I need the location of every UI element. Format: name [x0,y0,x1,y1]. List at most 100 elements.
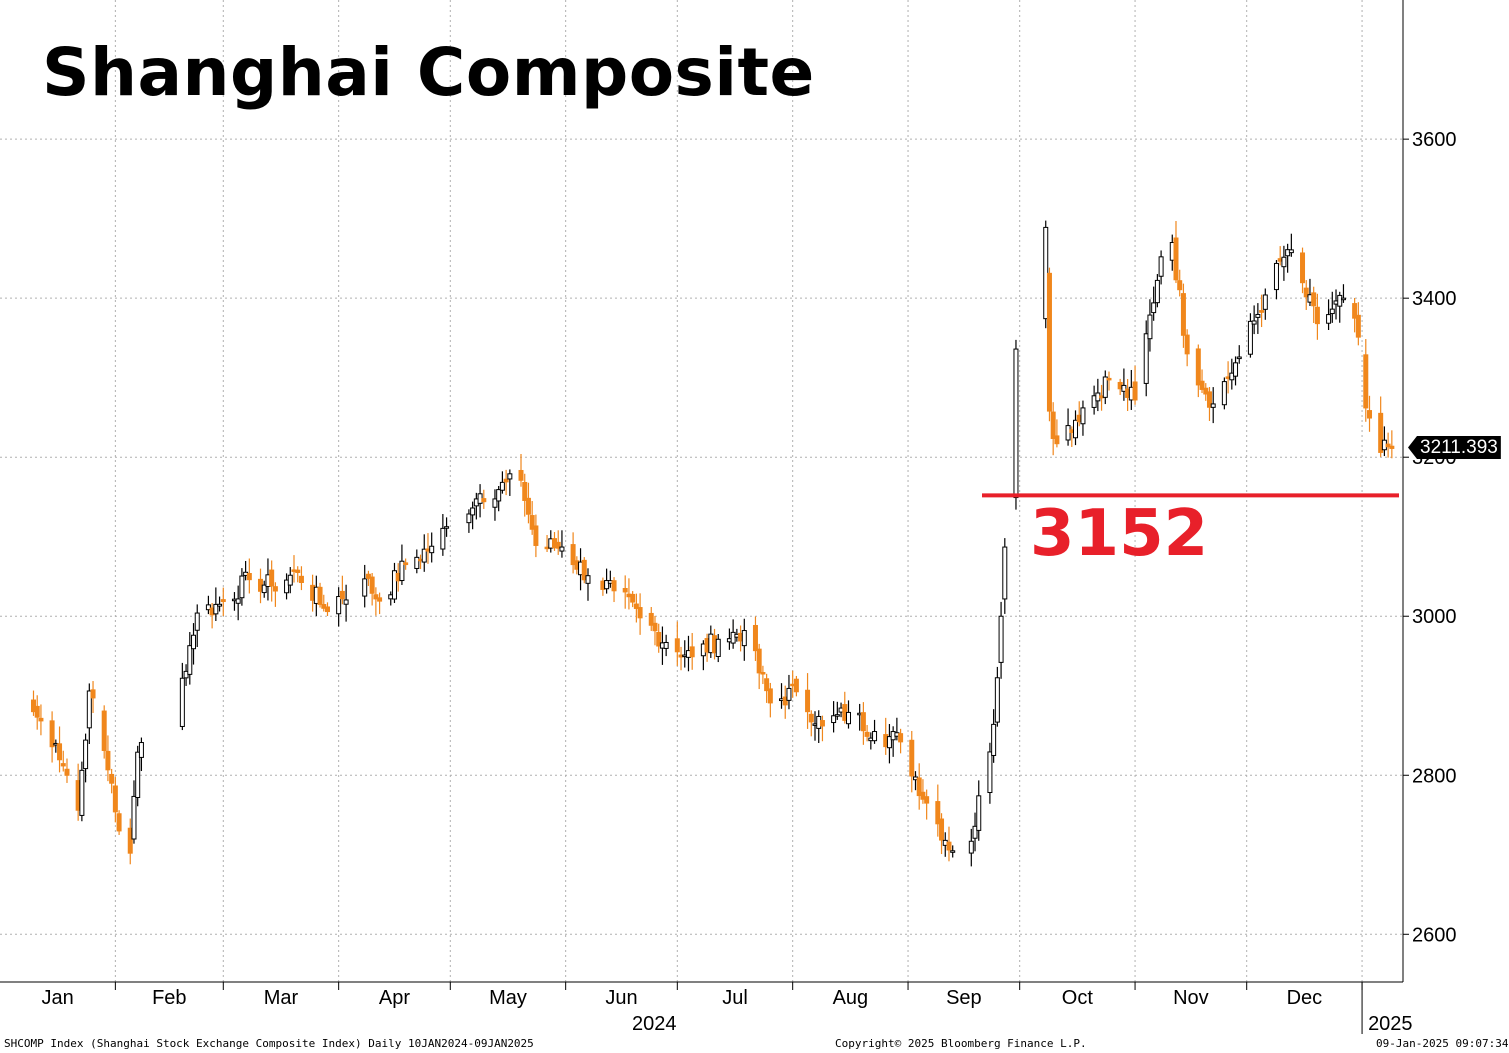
x-month-label: Jan [42,987,74,1009]
x-month-label: Jul [722,987,748,1009]
candle-body [585,575,591,584]
candle-body [1184,334,1190,355]
candle [1363,339,1369,422]
candle [1080,400,1086,436]
candle-body [101,710,107,751]
candle [819,715,825,742]
candle [1255,303,1261,334]
candle-body [656,631,662,647]
candle [481,489,487,509]
candle [656,623,662,653]
candle-body [522,481,528,501]
candle [1173,221,1179,284]
candle-body [652,622,658,632]
candle-body [362,578,368,597]
candle-body [83,739,89,770]
candle-body [1221,381,1227,406]
candle-body [1367,410,1373,419]
candle [533,514,539,558]
candle-body [272,586,278,592]
candle-body [976,795,982,831]
candle-body [872,731,878,742]
candle-body [1281,256,1287,268]
candle-body [373,594,379,600]
candle [522,473,528,517]
candle-body [950,850,956,853]
candle [752,616,758,661]
candle [1154,274,1160,308]
candle [730,619,736,649]
candle [57,726,63,773]
candle [269,560,275,602]
chart-title: Shanghai Composite [42,34,815,111]
candle-body [217,603,223,607]
candle-body [1236,356,1242,360]
candle-body [1203,387,1209,395]
candle [950,845,956,858]
candle [1340,284,1346,303]
candle-body [1355,314,1361,338]
candle [793,675,799,697]
candle-body [127,827,133,854]
candle-body [1329,308,1335,315]
candle [1251,305,1257,335]
candle [1195,344,1201,398]
candle-body [1106,377,1112,381]
candle-body [30,699,36,713]
candle [972,812,978,852]
candle-body [604,580,610,590]
candle [421,534,427,572]
candle [1303,280,1309,310]
candle-body [135,751,141,798]
x-year-label: 2025 [1368,1013,1413,1035]
x-month-label: May [489,987,527,1009]
candle-body [1378,412,1384,453]
candle [38,704,44,736]
candle-body [105,750,111,771]
candle [507,469,513,496]
candle [1091,385,1097,415]
candle [1206,387,1212,421]
candle-body [819,720,825,727]
candle-body [752,624,758,652]
candle-body [1151,302,1157,314]
candle-body [1210,403,1216,408]
candle-body [507,473,513,480]
x-month-label: Dec [1287,987,1323,1009]
candle-body [767,688,773,704]
candle-body [421,548,427,563]
candle [1046,267,1052,422]
candle-body [1102,376,1108,398]
candle [131,780,137,844]
candle-body [220,599,226,603]
candle [864,725,870,742]
candle [834,701,840,720]
candle [444,517,450,537]
candle [321,594,327,612]
candle [90,681,96,713]
candle-body [470,507,476,516]
candle-body [1303,287,1309,298]
candle [1203,383,1209,401]
candle-body [79,769,85,816]
candle-body [909,739,915,777]
candle-body [492,498,498,508]
candle-body [845,711,851,725]
candle-body [764,678,770,692]
y-tick-label: 3000 [1412,606,1457,628]
candle [604,568,610,594]
candle [1352,297,1358,333]
candle [570,532,576,574]
candle [499,471,505,494]
candle [622,575,628,609]
candle-body [946,841,952,851]
candle-body [377,597,383,602]
candle-body [414,556,420,569]
candle-body [611,580,617,592]
candle [194,604,200,647]
x-year-label: 2024 [632,1013,677,1035]
candle [946,826,952,862]
candle [924,789,930,820]
candle [86,683,92,745]
candle [1262,288,1268,320]
